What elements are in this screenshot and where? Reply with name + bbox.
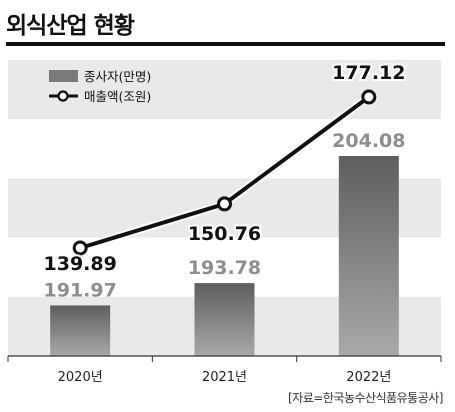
legend-swatch-bar xyxy=(49,70,78,82)
legend-swatch-marker xyxy=(57,90,69,102)
line-value-label: 139.89 xyxy=(44,253,117,275)
chart-title: 외식산업 현황 xyxy=(6,13,135,39)
line-value-label: 177.12 xyxy=(332,62,405,84)
legend-label-line: 매출액(조원) xyxy=(84,89,151,104)
x-tick-label: 2020년 xyxy=(58,370,103,385)
title-underline xyxy=(6,42,445,46)
source-note: [자료=한국농수산식품유통공사] xyxy=(288,391,443,405)
bar xyxy=(50,305,111,356)
line-point xyxy=(361,89,377,105)
bar-value-label: 204.08 xyxy=(332,130,405,152)
legend-label-bar: 종사자(만명) xyxy=(84,69,151,84)
line-point xyxy=(217,196,232,212)
bar-value-label: 191.97 xyxy=(44,279,117,301)
bar xyxy=(338,156,399,356)
line-point xyxy=(72,240,88,256)
x-tick-label: 2022년 xyxy=(346,370,391,385)
bar xyxy=(194,283,255,356)
bar-value-label: 193.78 xyxy=(188,257,261,279)
line-value-label: 150.76 xyxy=(188,223,261,245)
x-tick-label: 2021년 xyxy=(202,370,247,385)
